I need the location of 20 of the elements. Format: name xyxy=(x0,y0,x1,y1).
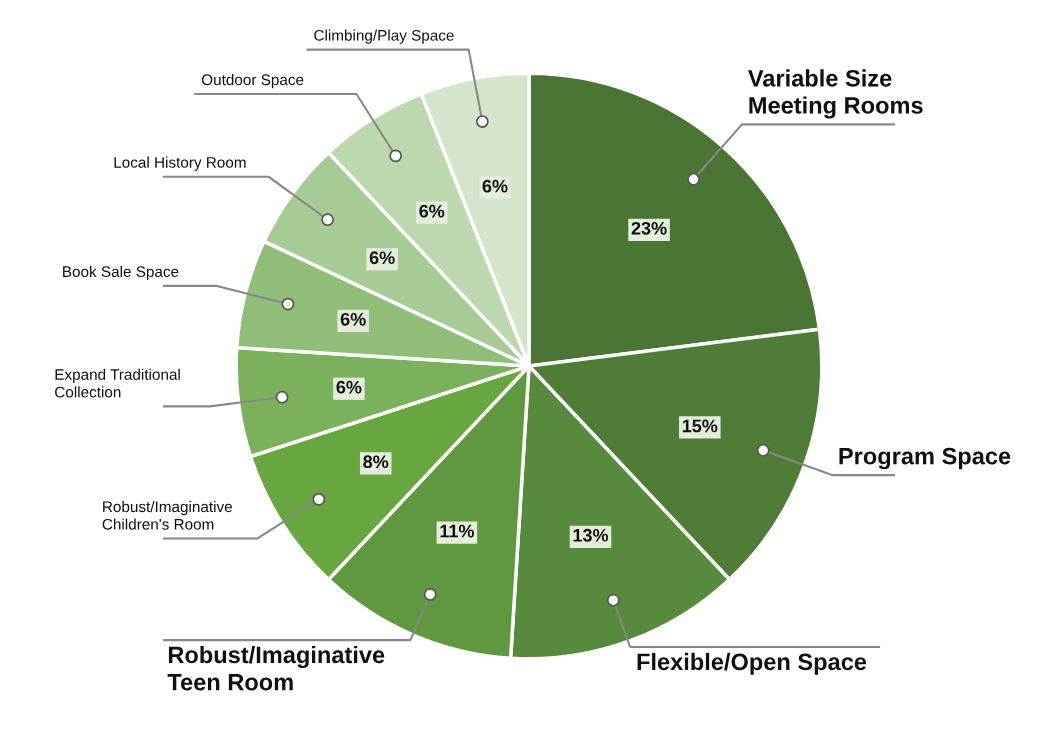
slice-label: Robust/Imaginative Teen Room xyxy=(167,645,385,691)
slice-label: Expand Traditional Collection xyxy=(55,368,180,398)
slice-label: Flexible/Open Space xyxy=(637,652,867,675)
data-label: 13% xyxy=(573,528,609,542)
data-label: 6% xyxy=(482,179,508,193)
slice-label: Climbing/Play Space xyxy=(314,29,454,44)
data-label: 6% xyxy=(369,251,395,265)
slice-label: Variable Size Meeting Rooms xyxy=(748,69,923,119)
slice-label: Book Sale Space xyxy=(63,265,179,281)
slice-label: Local History Room xyxy=(114,156,246,171)
data-label: 6% xyxy=(419,204,445,218)
slice-label: Program Space xyxy=(839,447,1011,470)
data-label: 8% xyxy=(363,455,389,469)
data-label: 6% xyxy=(336,380,362,394)
slice-label: Outdoor Space xyxy=(201,73,304,89)
data-label: 6% xyxy=(340,312,366,326)
slice-label: Robust/Imaginative Children's Room xyxy=(102,500,232,530)
data-label: 23% xyxy=(631,221,667,235)
data-label: 11% xyxy=(440,524,474,538)
data-label: 15% xyxy=(682,419,718,433)
